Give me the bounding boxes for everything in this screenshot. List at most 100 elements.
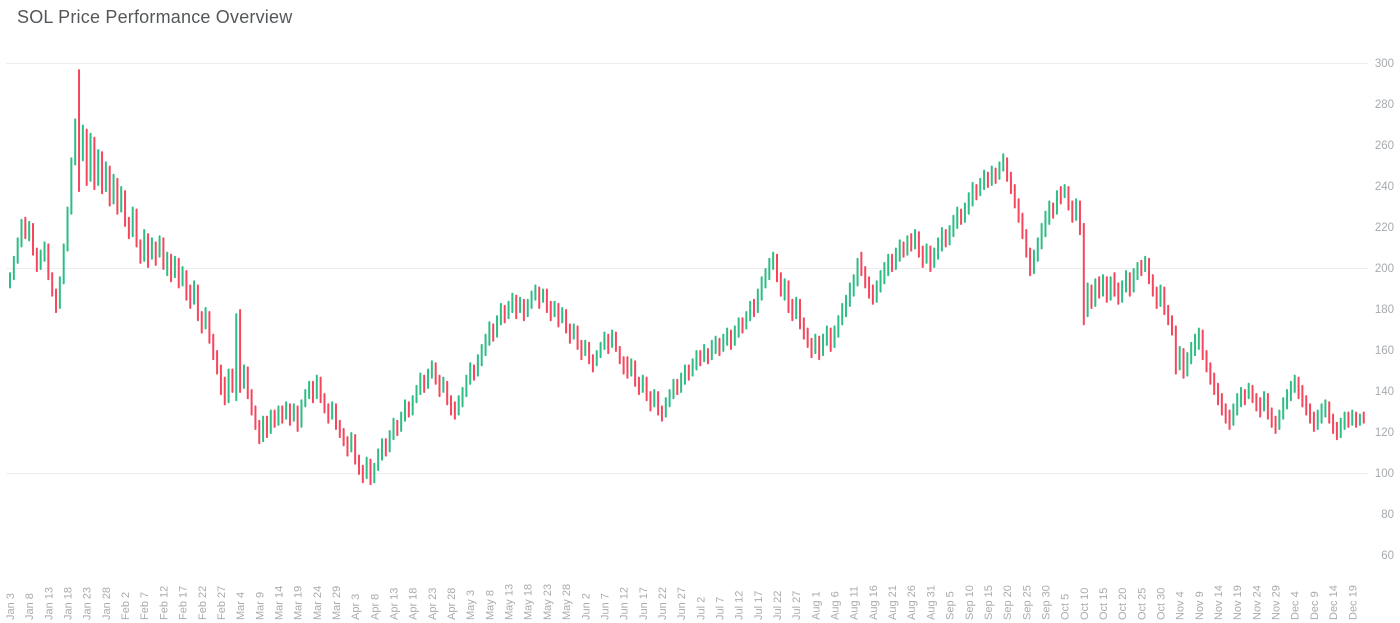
candle[interactable] [503,304,506,324]
candle[interactable] [956,206,959,230]
candle[interactable] [1017,198,1020,223]
candle[interactable] [288,403,291,426]
candle[interactable] [802,317,805,340]
candle[interactable] [603,331,606,350]
candle[interactable] [308,380,311,400]
candle[interactable] [120,186,123,213]
candle[interactable] [871,284,874,305]
candle[interactable] [1086,282,1089,318]
candle[interactable] [47,243,50,281]
candle[interactable] [990,165,993,187]
candle[interactable] [511,292,514,314]
candle[interactable] [1117,282,1120,305]
candle[interactable] [442,376,445,394]
candle[interactable] [457,395,460,416]
candle[interactable] [787,280,790,314]
candle[interactable] [1217,382,1220,406]
candle[interactable] [101,151,104,195]
candle[interactable] [373,462,376,484]
candle[interactable] [749,300,752,322]
candle[interactable] [285,401,288,420]
candle[interactable] [1174,325,1177,375]
candle[interactable] [1178,345,1181,371]
candle[interactable] [645,376,648,402]
candle[interactable] [476,354,479,377]
candle[interactable] [438,374,441,398]
candle[interactable] [1355,411,1358,428]
candle[interactable] [1036,237,1039,262]
candle[interactable] [733,325,736,346]
candle[interactable] [549,300,552,322]
candle[interactable] [649,391,652,412]
candle[interactable] [634,360,637,387]
candle[interactable] [683,364,686,385]
candle[interactable] [254,405,257,430]
candle[interactable] [818,335,821,361]
candle[interactable] [1186,352,1189,377]
candle[interactable] [139,239,142,264]
candle[interactable] [1048,200,1051,225]
candle[interactable] [1082,222,1085,326]
candle[interactable] [745,311,748,330]
candle[interactable] [1236,393,1239,416]
candle[interactable] [1094,278,1097,307]
candle[interactable] [845,294,848,318]
candle[interactable] [1320,403,1323,424]
candle[interactable] [415,384,418,404]
candle[interactable] [231,368,234,394]
candle[interactable] [223,376,226,406]
candle[interactable] [262,415,265,443]
candle[interactable] [1144,255,1147,273]
candle[interactable] [879,270,882,293]
candle[interactable] [1021,212,1024,240]
candle[interactable] [1190,341,1193,365]
candle[interactable] [484,333,487,357]
candle[interactable] [177,257,180,289]
candle[interactable] [1324,399,1327,418]
candle[interactable] [1151,274,1154,297]
candle[interactable] [864,265,867,289]
candle[interactable] [388,429,391,453]
candle[interactable] [170,253,173,283]
candle[interactable] [783,278,786,301]
candle[interactable] [676,378,679,396]
candle[interactable] [342,427,345,447]
candle[interactable] [507,300,510,320]
candle[interactable] [499,302,502,326]
candle[interactable] [618,345,621,365]
candle[interactable] [580,339,583,361]
candle[interactable] [1251,384,1254,404]
candle[interactable] [127,216,130,240]
candle[interactable] [822,333,825,357]
candle[interactable] [914,229,917,250]
candle[interactable] [837,315,840,338]
candle[interactable] [1297,376,1300,400]
candle[interactable] [1063,183,1066,199]
candle[interactable] [545,288,548,314]
candle[interactable] [1293,374,1296,394]
candle[interactable] [664,397,667,418]
candle[interactable] [319,376,322,404]
candle[interactable] [975,183,978,201]
candle[interactable] [9,272,11,289]
candle[interactable] [887,253,890,277]
candle[interactable] [1147,257,1150,285]
candle[interactable] [396,419,399,437]
candle[interactable] [193,280,196,305]
candle[interactable] [902,241,905,258]
candle[interactable] [419,372,422,396]
candle[interactable] [1025,229,1028,258]
candle[interactable] [756,288,759,314]
candle[interactable] [1228,409,1231,430]
candle[interactable] [860,251,863,277]
candle[interactable] [1282,397,1285,420]
candle[interactable] [1002,153,1005,172]
candle[interactable] [235,313,238,402]
candle[interactable] [1316,409,1319,430]
candle[interactable] [150,237,153,260]
candle[interactable] [365,456,368,480]
candle[interactable] [1167,304,1170,326]
candle[interactable] [74,118,77,166]
candle[interactable] [952,214,955,238]
candle[interactable] [93,136,96,191]
